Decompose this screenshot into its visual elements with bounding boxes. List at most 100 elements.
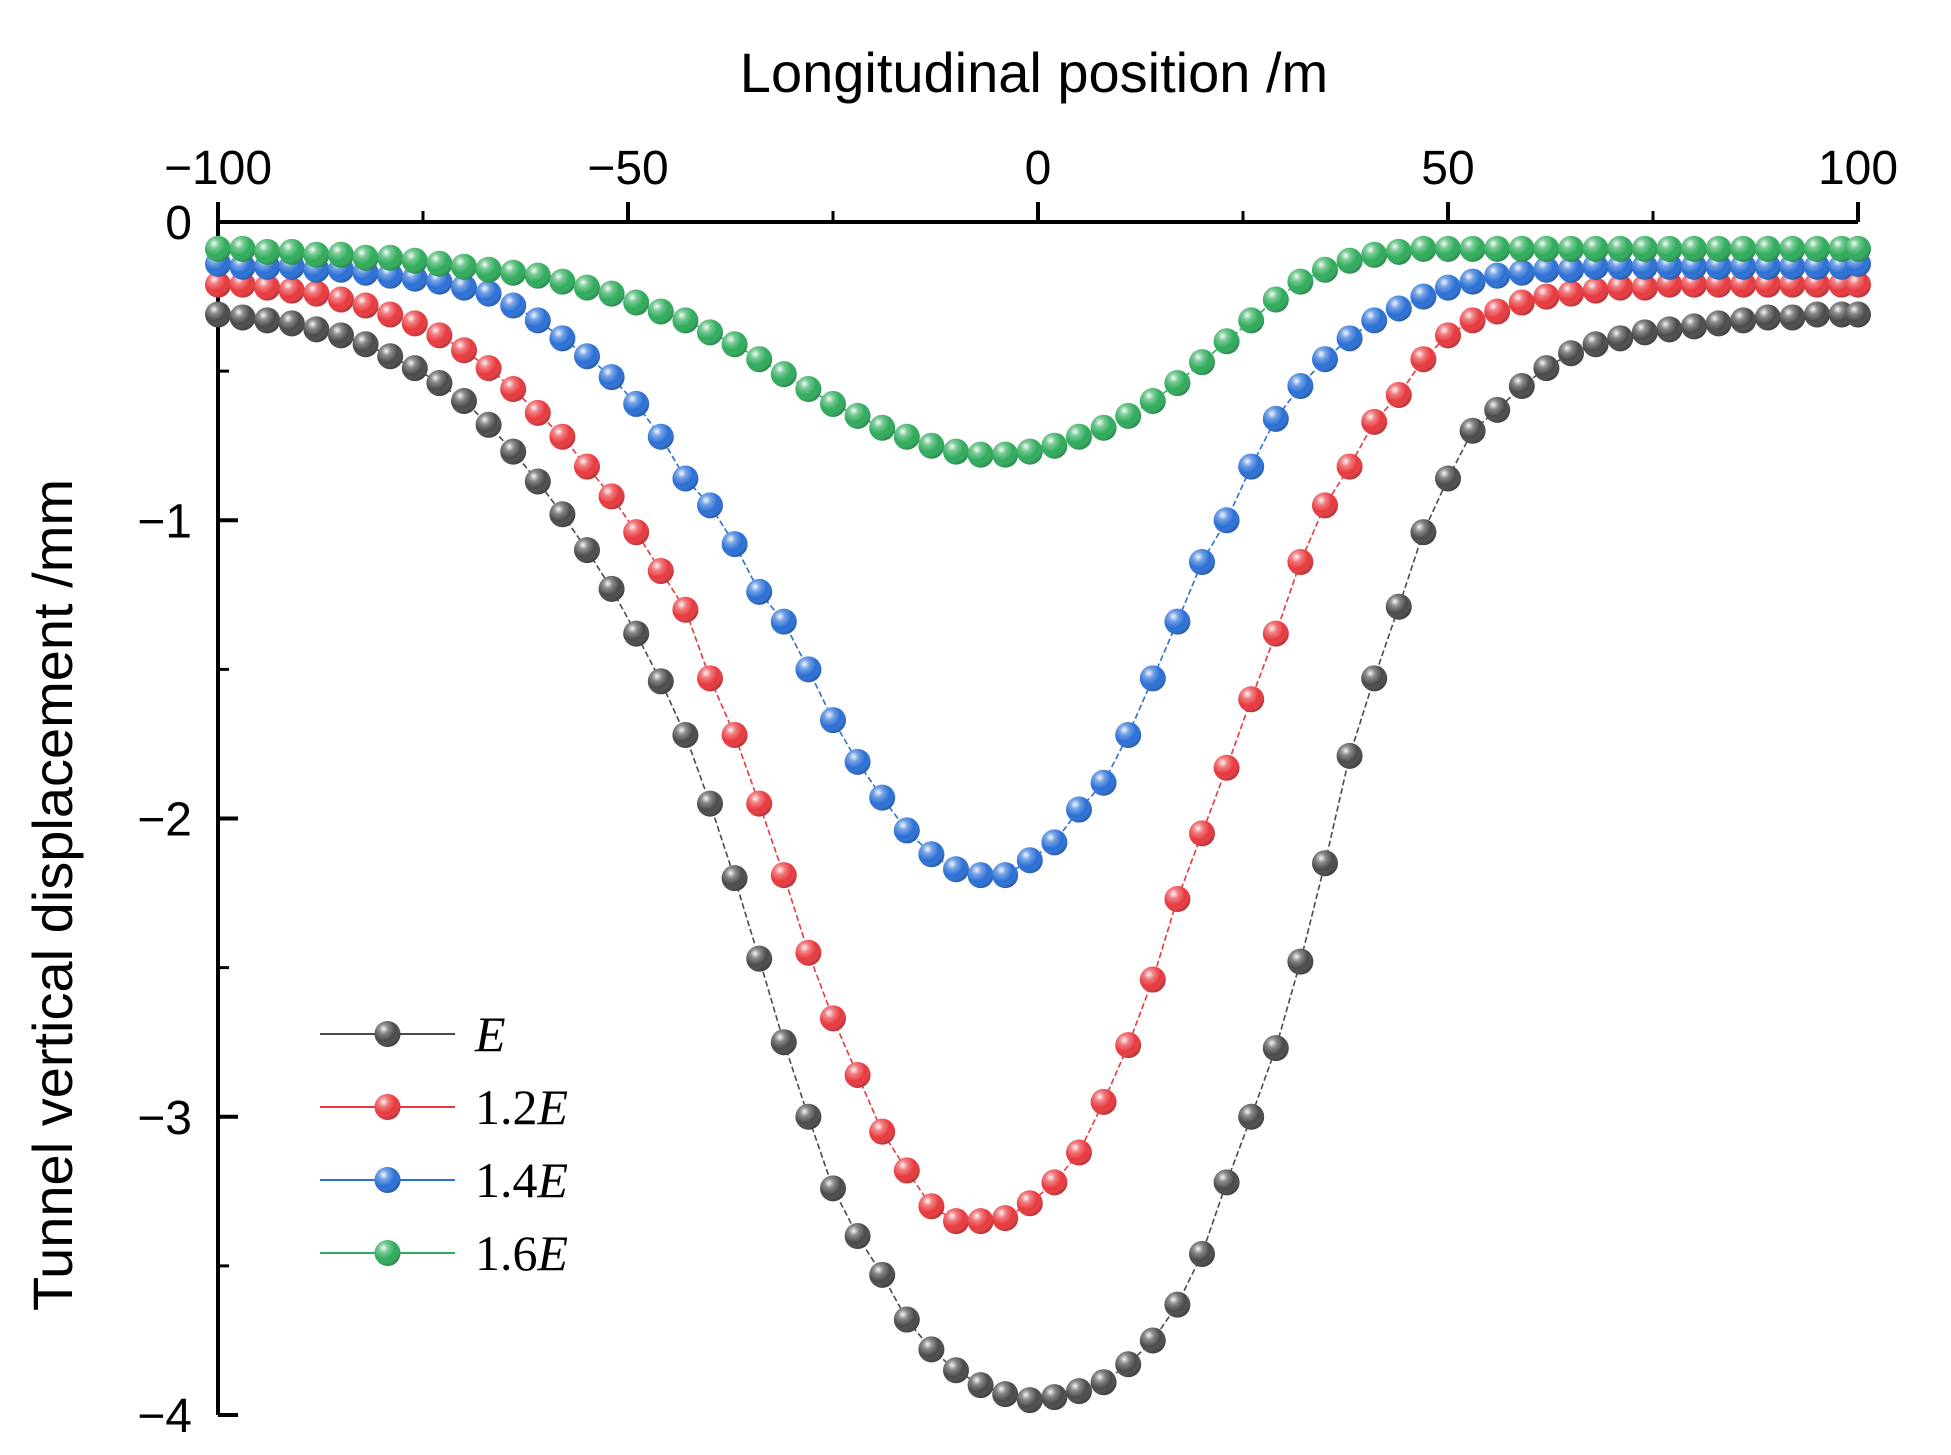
data-point-highlight bbox=[820, 1005, 846, 1032]
data-point-highlight bbox=[524, 307, 551, 334]
data-point-highlight bbox=[1287, 373, 1314, 400]
data-point-highlight bbox=[967, 862, 994, 889]
data-point-highlight bbox=[1287, 549, 1314, 576]
data-point-highlight bbox=[672, 721, 699, 748]
data-point-highlight bbox=[1385, 381, 1412, 408]
legend-label: 1.6E bbox=[475, 1225, 568, 1281]
data-point-highlight bbox=[426, 322, 453, 349]
data-point-highlight bbox=[1705, 271, 1732, 298]
data-point-highlight bbox=[1262, 286, 1289, 313]
data-point-highlight bbox=[647, 557, 674, 584]
data-point-highlight bbox=[598, 280, 625, 307]
x-tick-label: 100 bbox=[1818, 142, 1898, 195]
data-point-highlight bbox=[1090, 414, 1117, 441]
data-point-highlight bbox=[1533, 355, 1560, 382]
data-point-highlight bbox=[1845, 235, 1871, 262]
legend-marker-highlight bbox=[374, 1167, 401, 1193]
data-point-highlight bbox=[770, 608, 797, 635]
data-point-highlight bbox=[697, 319, 723, 346]
data-point-highlight bbox=[992, 862, 1019, 889]
data-point-highlight bbox=[401, 247, 428, 274]
data-point-highlight bbox=[992, 1381, 1019, 1408]
data-point-highlight bbox=[893, 1306, 920, 1333]
data-point-highlight bbox=[598, 364, 625, 391]
data-point-highlight bbox=[1582, 253, 1609, 280]
data-point-highlight bbox=[746, 790, 773, 817]
data-point-highlight bbox=[1115, 402, 1142, 429]
data-point-highlight bbox=[1090, 769, 1117, 796]
data-point-highlight bbox=[1582, 235, 1609, 262]
data-point-highlight bbox=[1189, 549, 1215, 576]
data-point-highlight bbox=[795, 376, 822, 403]
data-point-highlight bbox=[1754, 304, 1781, 331]
series-line bbox=[218, 283, 1858, 1222]
x-tick-label: −50 bbox=[587, 142, 668, 195]
axes: −100 −50 0 50 100 0 −1 −2 −3 −4 bbox=[137, 142, 1898, 1443]
data-point-highlight bbox=[500, 438, 527, 465]
data-point-highlight bbox=[1189, 349, 1215, 376]
data-point-highlight bbox=[278, 277, 305, 304]
data-point-highlight bbox=[1730, 271, 1757, 298]
data-point-highlight bbox=[205, 301, 231, 328]
legend: E 1.2E 1.4E 1.6E bbox=[320, 1006, 568, 1281]
data-point-highlight bbox=[1213, 754, 1240, 781]
data-point-highlight bbox=[377, 343, 404, 370]
data-point-highlight bbox=[721, 865, 748, 892]
data-point-highlight bbox=[746, 945, 773, 972]
data-point-highlight bbox=[1558, 256, 1584, 283]
data-point-highlight bbox=[1213, 328, 1240, 355]
data-point-highlight bbox=[229, 304, 256, 331]
series-0 bbox=[205, 301, 1871, 1414]
x-tick-label: −100 bbox=[164, 142, 272, 195]
data-point-highlight bbox=[1090, 1088, 1117, 1115]
data-point-highlight bbox=[524, 262, 551, 289]
data-point-highlight bbox=[524, 399, 551, 426]
data-point-highlight bbox=[1385, 295, 1412, 322]
data-point-highlight bbox=[1631, 319, 1658, 346]
data-point-highlight bbox=[844, 1061, 871, 1088]
data-point-highlight bbox=[820, 390, 846, 417]
data-point-highlight bbox=[1410, 235, 1437, 262]
data-point-highlight bbox=[328, 322, 354, 349]
x-axis-title: Longitudinal position /m bbox=[740, 41, 1328, 104]
series-layer bbox=[205, 235, 1871, 1414]
data-point-highlight bbox=[352, 244, 379, 271]
data-point-highlight bbox=[1164, 608, 1191, 635]
data-point-highlight bbox=[1410, 346, 1437, 373]
data-point-highlight bbox=[1681, 313, 1707, 340]
data-point-highlight bbox=[746, 346, 773, 373]
data-point-highlight bbox=[1705, 310, 1732, 337]
x-tick-label: 0 bbox=[1025, 142, 1052, 195]
data-point-highlight bbox=[426, 370, 453, 397]
data-point-highlight bbox=[475, 256, 502, 283]
data-point-highlight bbox=[500, 259, 527, 286]
legend-marker-highlight bbox=[374, 1021, 401, 1047]
data-point-highlight bbox=[1558, 235, 1584, 262]
data-point-highlight bbox=[1139, 1327, 1166, 1354]
data-point-highlight bbox=[992, 1205, 1019, 1232]
data-point-highlight bbox=[500, 292, 527, 319]
data-point-highlight bbox=[377, 262, 404, 289]
data-point-highlight bbox=[475, 355, 502, 382]
data-point-highlight bbox=[918, 432, 945, 459]
data-point-highlight bbox=[1262, 620, 1289, 647]
data-point-highlight bbox=[1754, 253, 1781, 280]
data-point-highlight bbox=[1164, 1291, 1191, 1318]
data-point-highlight bbox=[1189, 1240, 1215, 1267]
data-point-highlight bbox=[377, 244, 404, 271]
y-tick-label: −2 bbox=[137, 794, 192, 847]
data-point-highlight bbox=[1312, 256, 1338, 283]
data-point-highlight bbox=[278, 310, 305, 337]
x-tick-label: 50 bbox=[1421, 142, 1474, 195]
data-point-highlight bbox=[1016, 1387, 1043, 1414]
data-point-highlight bbox=[1164, 370, 1191, 397]
data-point-highlight bbox=[229, 253, 256, 280]
data-point-highlight bbox=[1435, 465, 1461, 492]
data-point-highlight bbox=[820, 707, 846, 734]
data-point-highlight bbox=[1041, 1384, 1068, 1411]
data-point-highlight bbox=[1066, 796, 1092, 823]
data-point-highlight bbox=[697, 665, 723, 692]
data-point-highlight bbox=[1139, 665, 1166, 692]
data-point-highlight bbox=[1779, 304, 1806, 331]
data-point-highlight bbox=[1164, 886, 1191, 913]
